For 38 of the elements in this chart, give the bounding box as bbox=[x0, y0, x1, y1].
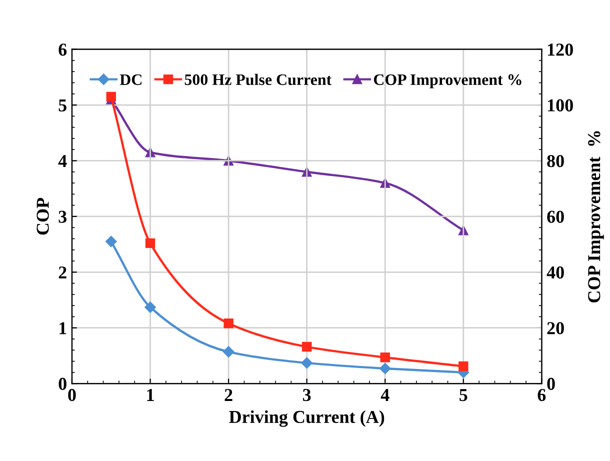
legend-label: COP Improvement % bbox=[374, 74, 522, 88]
y2-tick-label: 80 bbox=[547, 154, 564, 168]
legend-label: 500 Hz Pulse Current bbox=[184, 74, 332, 86]
point bbox=[222, 346, 234, 358]
y2-tick-label: 120 bbox=[548, 44, 573, 56]
y2-tick-label: 40 bbox=[546, 266, 564, 279]
y2-tick-label: 100 bbox=[548, 99, 573, 112]
y-tick-label: 2 bbox=[58, 266, 66, 278]
y2-tick-label: 0 bbox=[547, 378, 555, 390]
x-tick-label: 0 bbox=[68, 388, 76, 402]
point bbox=[145, 238, 156, 248]
y-tick-label: 0 bbox=[58, 378, 66, 390]
x-tick-label: 6 bbox=[538, 388, 546, 402]
y-tick-label: 6 bbox=[58, 44, 67, 56]
legend-label: DC bbox=[120, 74, 142, 86]
point bbox=[301, 357, 312, 369]
y-axis-title: COP bbox=[36, 198, 49, 235]
y-tick-label: 1 bbox=[60, 322, 66, 334]
x-tick-label: 1 bbox=[147, 389, 154, 401]
y2-tick-label: 20 bbox=[547, 322, 564, 334]
point bbox=[106, 92, 116, 102]
x-axis-title: Driving Current (A) bbox=[229, 410, 384, 427]
point bbox=[106, 236, 117, 248]
y-tick-label: 5 bbox=[58, 99, 66, 112]
y-tick-label: 3 bbox=[58, 210, 66, 223]
point bbox=[144, 302, 156, 313]
x-tick-label: 2 bbox=[224, 388, 232, 401]
y2-tick-label: 60 bbox=[547, 210, 564, 223]
y-tick-label: 4 bbox=[58, 155, 67, 167]
point bbox=[302, 342, 312, 352]
point bbox=[380, 352, 390, 362]
point bbox=[380, 362, 391, 374]
y2-axis-title: COP Improvement % bbox=[588, 131, 604, 302]
point bbox=[224, 318, 234, 328]
point bbox=[458, 361, 468, 372]
x-tick-label: 3 bbox=[302, 388, 311, 402]
x-tick-label: 5 bbox=[460, 389, 468, 402]
x-tick-label: 4 bbox=[380, 389, 390, 401]
